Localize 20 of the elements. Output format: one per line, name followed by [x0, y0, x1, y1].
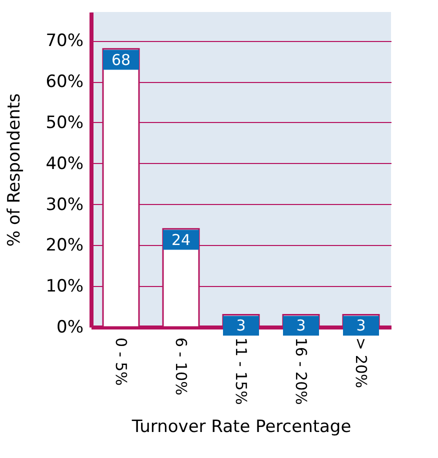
- y-tick-label: 50%: [46, 112, 84, 133]
- x-tick-label: 6 - 10%: [172, 338, 190, 396]
- data-label: 3: [296, 316, 306, 335]
- x-tick-label: 11 - 15%: [232, 338, 250, 405]
- y-tick-label: 30%: [46, 194, 84, 215]
- data-label: 68: [111, 50, 131, 69]
- y-tick-label: 10%: [46, 276, 84, 297]
- y-tick-label: 40%: [46, 154, 84, 174]
- x-tick-label: 0 - 5%: [112, 338, 130, 386]
- y-axis-title: % of Respondents: [4, 93, 25, 247]
- data-label: 24: [171, 230, 191, 249]
- x-tick-label: > 20%: [352, 338, 370, 388]
- x-tick-label: 16 - 20%: [292, 338, 310, 405]
- y-tick-label: 70%: [46, 31, 84, 52]
- y-tick-label: 60%: [46, 72, 84, 92]
- x-axis-title: Turnover Rate Percentage: [130, 416, 352, 437]
- y-tick-label: 20%: [46, 236, 84, 256]
- y-tick-label: 0%: [56, 318, 84, 338]
- data-label: 3: [356, 316, 366, 335]
- data-label: 3: [236, 316, 246, 335]
